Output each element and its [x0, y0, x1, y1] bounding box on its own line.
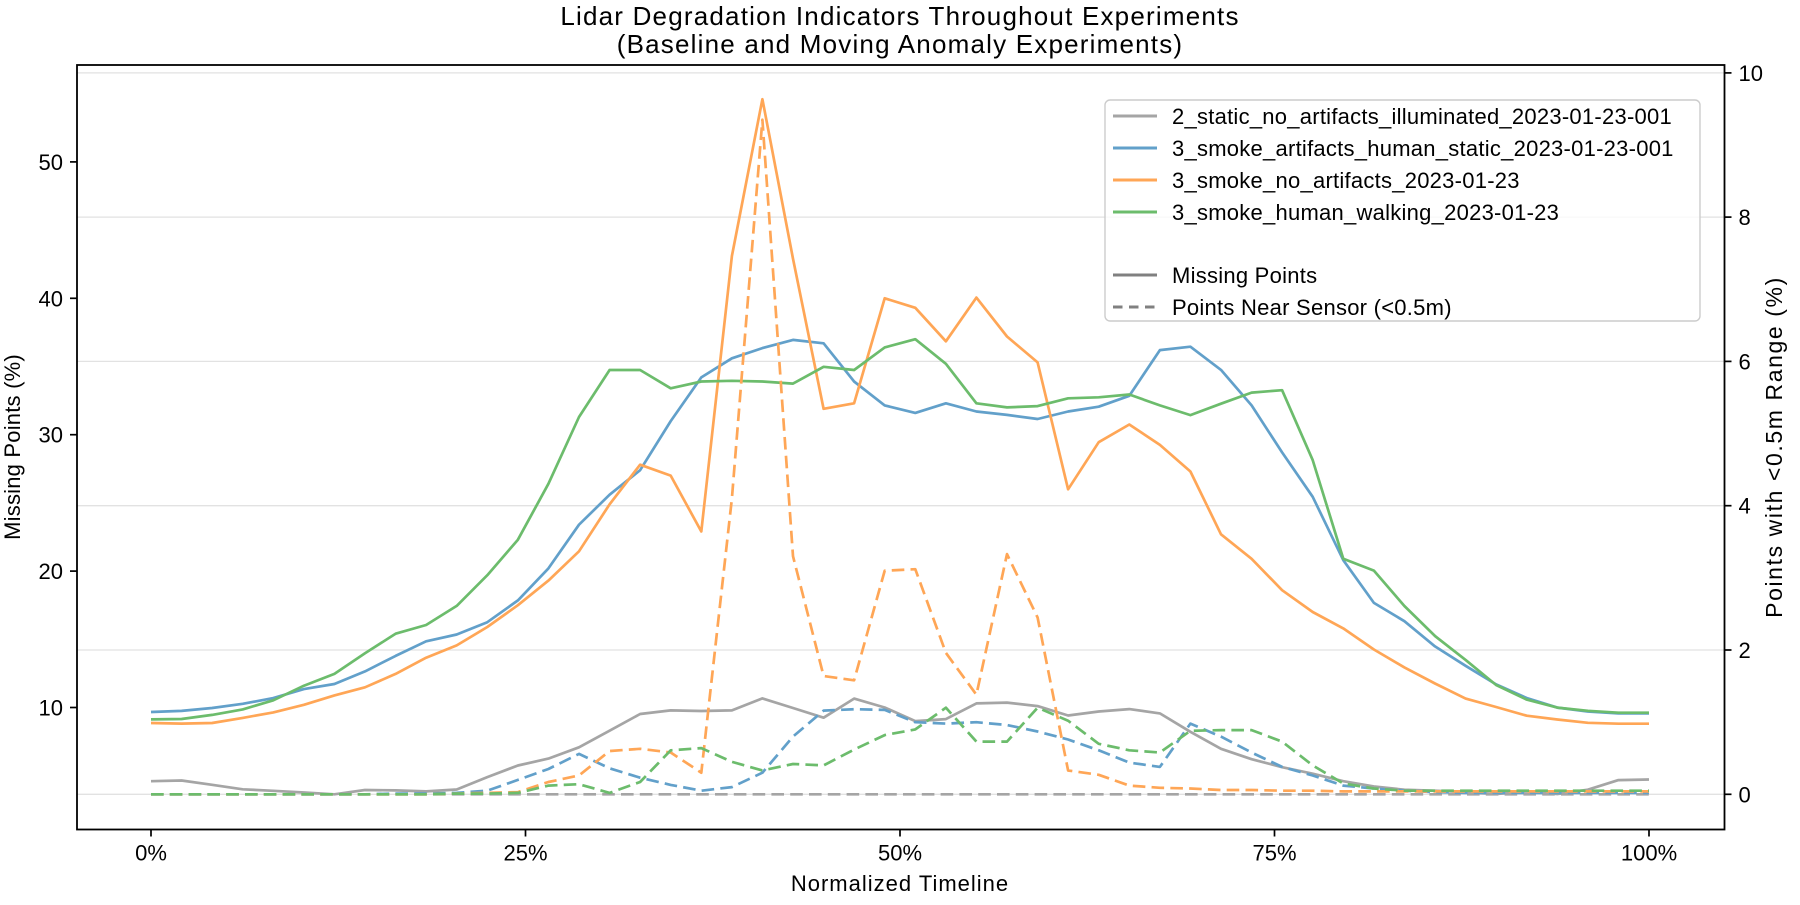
svg-text:20: 20	[39, 559, 63, 584]
svg-text:6: 6	[1739, 349, 1751, 374]
svg-text:30: 30	[39, 423, 63, 448]
svg-text:Points with <0.5m Range (%): Points with <0.5m Range (%)	[1761, 276, 1787, 618]
svg-text:Missing Points: Missing Points	[1172, 263, 1317, 288]
svg-text:0%: 0%	[135, 841, 167, 866]
svg-text:25%: 25%	[503, 841, 547, 866]
svg-text:4: 4	[1739, 494, 1751, 519]
svg-text:10: 10	[1739, 61, 1763, 86]
svg-text:0: 0	[1739, 782, 1751, 807]
svg-text:Missing Points (%): Missing Points (%)	[0, 354, 25, 540]
svg-text:40: 40	[39, 286, 63, 311]
svg-text:75%: 75%	[1252, 841, 1296, 866]
svg-text:50%: 50%	[878, 841, 922, 866]
svg-text:100%: 100%	[1621, 841, 1677, 866]
svg-text:3_smoke_no_artifacts_2023-01-2: 3_smoke_no_artifacts_2023-01-23	[1172, 168, 1520, 193]
svg-text:Points Near Sensor (<0.5m): Points Near Sensor (<0.5m)	[1172, 295, 1452, 320]
svg-text:Normalized Timeline: Normalized Timeline	[791, 871, 1009, 896]
svg-text:50: 50	[39, 150, 63, 175]
svg-text:2_static_no_artifacts_illumina: 2_static_no_artifacts_illuminated_2023-0…	[1172, 104, 1672, 129]
svg-text:(Baseline and Moving Anomaly E: (Baseline and Moving Anomaly Experiments…	[617, 29, 1184, 59]
svg-text:3_smoke_artifacts_human_static: 3_smoke_artifacts_human_static_2023-01-2…	[1172, 136, 1674, 161]
svg-text:8: 8	[1739, 205, 1751, 230]
svg-text:2: 2	[1739, 638, 1751, 663]
svg-text:10: 10	[39, 696, 63, 721]
svg-text:Lidar Degradation Indicators T: Lidar Degradation Indicators Throughout …	[560, 1, 1239, 31]
svg-text:3_smoke_human_walking_2023-01-: 3_smoke_human_walking_2023-01-23	[1172, 200, 1559, 225]
